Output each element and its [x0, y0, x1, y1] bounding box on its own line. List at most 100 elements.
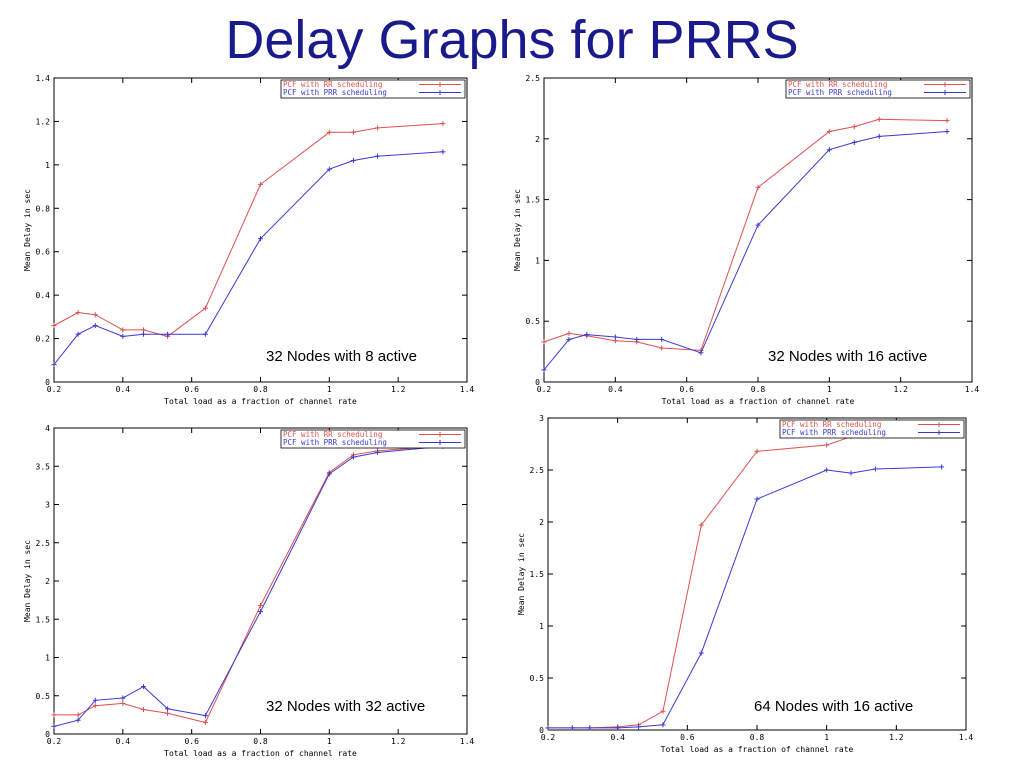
x-tick-label: 0.4	[608, 385, 623, 394]
data-point	[258, 602, 263, 608]
y-tick-label: 1.5	[530, 570, 545, 579]
data-point	[636, 724, 642, 730]
data-point	[120, 333, 126, 339]
y-tick-label: 0	[45, 730, 50, 739]
y-tick-label: 2.5	[36, 539, 51, 548]
data-point	[375, 449, 381, 455]
x-tick-label: 1	[327, 385, 332, 394]
y-tick-label: 1	[535, 256, 540, 265]
series-line-rr	[53, 123, 443, 337]
chart-panel-bottom-left: 0.2 0.4 0.6 0.8 1 1.2 1.4 0 0.5 1 1.5 2 2.5 3 3.5 4 Tota…	[22, 422, 492, 758]
x-tick-label: 0.6	[679, 385, 694, 394]
data-point	[75, 717, 81, 723]
data-point	[755, 184, 761, 190]
data-point	[51, 723, 57, 729]
series-line-prr	[53, 151, 443, 365]
y-tick-label: 3.5	[36, 462, 51, 471]
y-axis-label: Mean Delay in sec	[23, 540, 32, 622]
x-axis-label: Total load as a fraction of channel rate	[661, 745, 854, 754]
x-tick-label: 1.2	[893, 385, 908, 394]
x-tick-label: 1.2	[391, 385, 406, 394]
y-tick-label: 4	[45, 424, 50, 433]
data-point	[51, 712, 57, 718]
data-point	[51, 362, 57, 368]
data-point	[140, 684, 146, 690]
y-tick-label: 0.5	[526, 317, 541, 326]
x-tick-label: 0.4	[116, 737, 131, 746]
slide-title: Delay Graphs for PRRS	[225, 10, 799, 70]
x-tick-label: 1.4	[959, 733, 974, 742]
y-tick-label: 0.4	[36, 291, 51, 300]
x-tick-label: 0.8	[751, 385, 766, 394]
data-point	[120, 695, 126, 701]
data-point	[75, 331, 81, 337]
y-tick-label: 0.5	[530, 674, 545, 683]
x-tick-label: 1.2	[391, 737, 406, 746]
data-point	[612, 334, 618, 340]
plot-frame	[53, 77, 468, 383]
data-point	[165, 710, 171, 716]
plot-frame	[547, 417, 967, 731]
data-point	[165, 331, 171, 337]
data-point	[659, 336, 665, 342]
data-point	[92, 312, 98, 318]
legend-entry-label: PCF with RR scheduling	[782, 420, 881, 429]
data-point	[826, 129, 832, 135]
x-tick-label: 0.2	[537, 385, 552, 394]
data-point	[541, 367, 547, 373]
y-tick-label: 2	[535, 135, 540, 144]
y-axis-label: Mean Delay in sec	[23, 189, 32, 271]
data-point	[698, 522, 704, 528]
x-tick-label: 0.8	[253, 737, 268, 746]
series-line-rr	[548, 427, 942, 729]
series-line-rr	[543, 118, 948, 351]
data-point	[660, 722, 666, 728]
data-point	[375, 153, 381, 159]
y-tick-label: 1	[45, 161, 50, 170]
data-point	[258, 181, 263, 187]
x-tick-label: 1.2	[889, 733, 904, 742]
data-point	[826, 147, 832, 153]
data-point	[944, 129, 950, 135]
data-point	[440, 149, 446, 155]
x-tick-label: 1.4	[460, 737, 475, 746]
chart-svg: 0.2 0.4 0.6 0.8 1 1.2 1.400.20.40.60.811.21.4T…	[23, 74, 474, 406]
y-tick-label: 2.5	[526, 74, 541, 83]
data-point	[350, 158, 356, 164]
plot-frame	[53, 427, 468, 735]
series-line-rr	[54, 445, 443, 724]
data-point	[202, 305, 208, 311]
y-tick-label: 0.8	[36, 204, 51, 213]
x-tick-label: 0.6	[184, 385, 199, 394]
data-point	[659, 345, 665, 351]
x-axis-label: Total load as a fraction of channel rate	[164, 397, 357, 406]
data-point	[202, 713, 208, 719]
data-point	[755, 222, 761, 228]
data-point	[202, 720, 208, 726]
x-tick-label: 0.6	[184, 737, 199, 746]
data-point	[698, 650, 704, 656]
x-tick-label: 0.8	[750, 733, 765, 742]
series-line-prr	[548, 466, 942, 729]
y-tick-label: 0.6	[36, 248, 51, 257]
chart-svg: 0.2 0.4 0.6 0.8 1 1.2 1.4 0 0.5 1 1.5 2 2.5 3 Total lo…	[517, 414, 974, 754]
chart-svg: 0.2 0.4 0.6 0.8 1 1.2 1.4 0 0.5 1 1.5 2 2.5 3 3.5 4 Tota…	[23, 424, 475, 758]
data-point	[350, 454, 356, 460]
data-point	[566, 336, 572, 342]
x-tick-label: 1	[824, 733, 829, 742]
y-tick-label: 1.2	[36, 117, 51, 126]
data-point	[615, 725, 621, 731]
chart-panel-top-right: 0.2 0.4 0.6 0.8 1 1.2 1.4 0 0.5 1 1.5 2 2.5 Total loa…	[502, 72, 992, 414]
x-axis-label: Total load as a fraction of channel rate	[164, 749, 357, 758]
data-point	[566, 330, 572, 336]
legend-entry-label: PCF with RR scheduling	[283, 80, 382, 89]
x-tick-label: 0.2	[47, 385, 62, 394]
y-tick-label: 1	[45, 654, 50, 663]
chart-caption: 32 Nodes with 8 active	[266, 348, 417, 365]
legend-entry-label: PCF with RR scheduling	[788, 80, 887, 89]
x-tick-label: 0.4	[610, 733, 625, 742]
data-point	[440, 121, 446, 127]
data-point	[634, 336, 640, 342]
x-tick-label: 1	[327, 737, 332, 746]
series-line-prr	[543, 131, 948, 371]
